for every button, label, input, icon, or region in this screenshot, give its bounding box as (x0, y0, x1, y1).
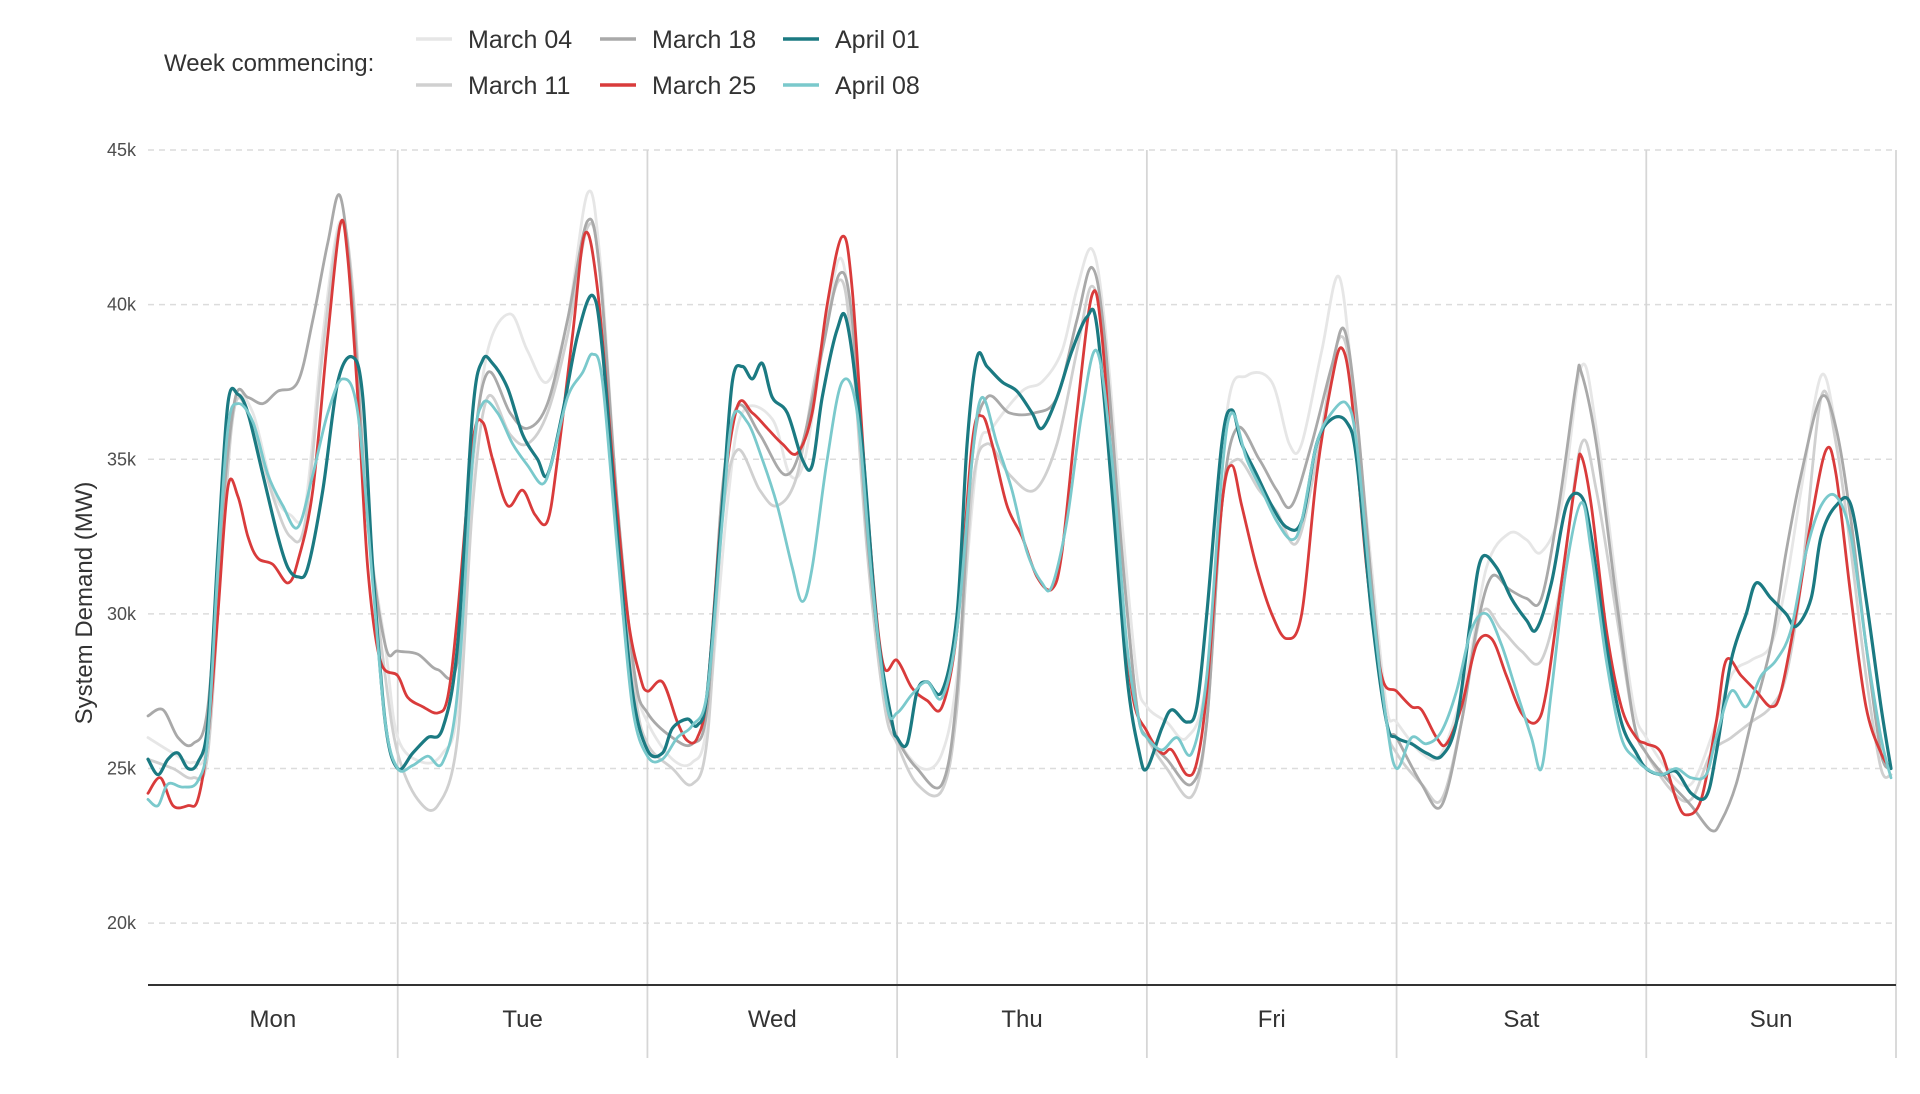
series-line-march-04 (146, 189, 1893, 788)
y-tick-label: 30k (107, 604, 137, 624)
x-tick-label-mon: Mon (250, 1006, 297, 1033)
x-tick-label-sat: Sat (1503, 1006, 1539, 1033)
series-line-april-01 (146, 293, 1893, 802)
series-group (146, 189, 1893, 833)
x-tick-label-thu: Thu (1001, 1006, 1042, 1033)
y-tick-label: 45k (107, 140, 137, 160)
series-line-march-11 (146, 220, 1893, 812)
y-tick-label: 35k (107, 449, 137, 469)
series-line-march-18 (146, 193, 1893, 833)
legend-label-march-11: March 11 (468, 72, 570, 100)
x-tick-label-wed: Wed (748, 1006, 797, 1033)
series-line-march-25 (146, 218, 1893, 817)
series-line-april-08 (146, 348, 1893, 808)
legend-label-march-18: March 18 (652, 26, 756, 54)
y-tick-label: 25k (107, 759, 137, 779)
legend: Week commencing: March 04 March 18 April 0… (164, 26, 920, 100)
y-tick-label: 20k (107, 913, 137, 933)
legend-label-march-25: March 25 (652, 72, 756, 100)
y-axis-title: System Demand (MW) (71, 482, 98, 725)
legend-title: Week commencing: (164, 50, 374, 77)
legend-label-april-01: April 01 (835, 26, 920, 54)
x-axis: Mon Tue Wed Thu Fri Sat Sun (250, 1006, 1793, 1033)
x-tick-label-fri: Fri (1258, 1006, 1286, 1033)
x-tick-label-sun: Sun (1750, 1006, 1793, 1033)
y-tick-label: 40k (107, 295, 137, 315)
legend-label-march-04: March 04 (468, 26, 572, 54)
y-axis: 20k 25k 30k 35k 40k 45k (107, 140, 137, 933)
grid (148, 149, 1897, 1058)
legend-label-april-08: April 08 (835, 72, 920, 100)
legend-items: March 04 March 18 April 01 March 11 March 25… (416, 26, 920, 100)
x-tick-label-tue: Tue (502, 1006, 542, 1033)
